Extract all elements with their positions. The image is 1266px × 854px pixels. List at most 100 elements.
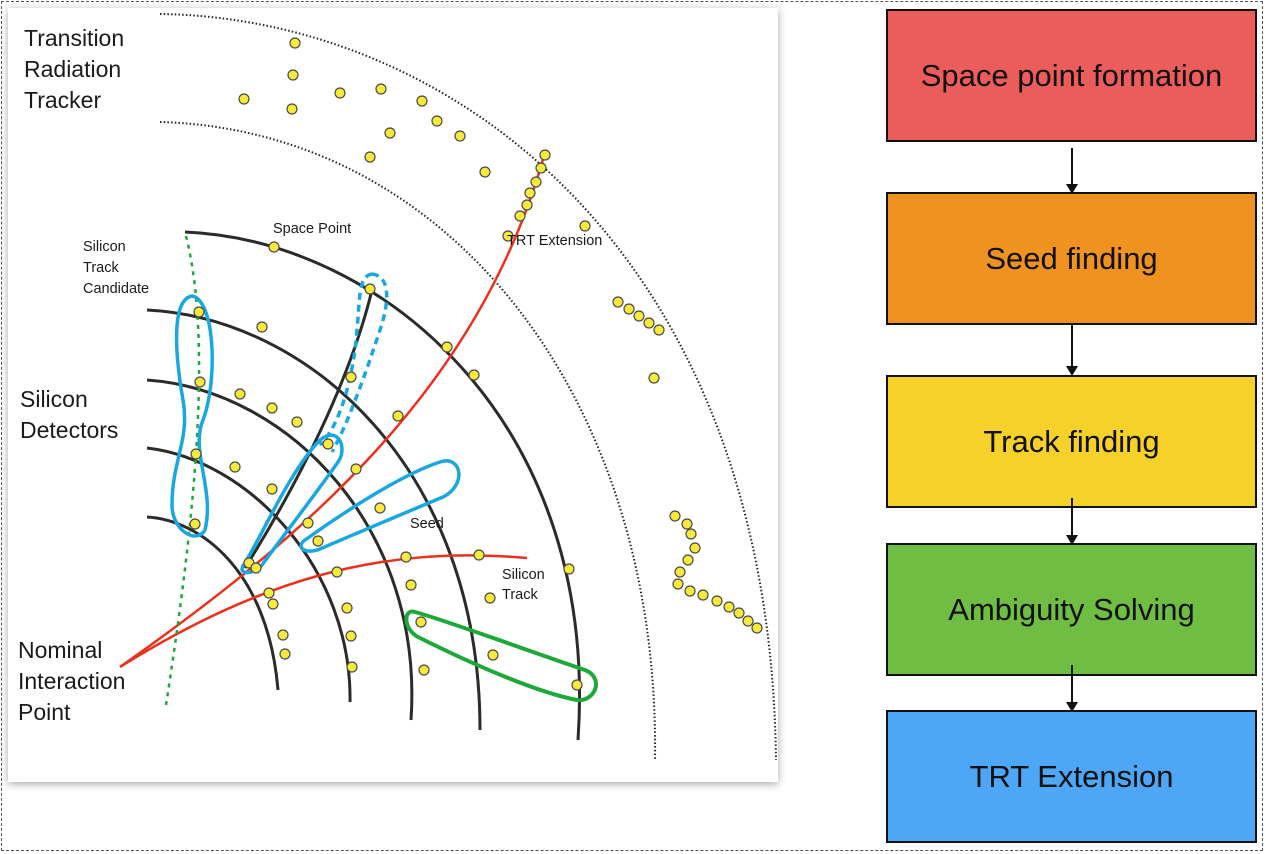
hit-marker	[291, 416, 303, 428]
candidate-outline-left	[170, 294, 214, 538]
step-label: Space point formation	[920, 57, 1223, 93]
seed-outline-right	[299, 459, 461, 553]
hit-marker	[742, 615, 754, 627]
hit-marker	[672, 578, 684, 590]
hit-marker	[289, 37, 301, 49]
arrow-2	[1066, 325, 1078, 376]
hit-marker	[331, 566, 343, 578]
hit-marker	[648, 372, 660, 384]
silicon-layer-5	[184, 230, 581, 741]
hit-marker	[623, 303, 635, 315]
hit-marker	[643, 317, 655, 329]
hit-marker	[484, 592, 496, 604]
hit-marker	[689, 542, 701, 554]
hit-marker	[234, 388, 246, 400]
silicon-track-label-line-1: Silicon	[502, 567, 545, 583]
hit-marker	[384, 127, 396, 139]
hit-marker	[653, 324, 665, 336]
tracking-diagram: Transition Radiation Tracker Silicon Det…	[18, 13, 777, 761]
hit-marker	[733, 607, 745, 619]
hit-marker	[268, 241, 280, 253]
hit-marker	[194, 376, 206, 388]
hit-marker	[405, 579, 417, 591]
hit-marker	[454, 130, 466, 142]
interaction-point-label-line-2: Interaction	[18, 668, 125, 694]
hit-marker	[468, 369, 480, 381]
silicon-layer-4	[146, 308, 482, 731]
hit-marker	[682, 554, 694, 566]
hit-marker	[479, 166, 491, 178]
hit-marker	[312, 535, 324, 547]
step-label: Seed finding	[985, 240, 1158, 276]
hit-marker	[416, 95, 428, 107]
hit-marker	[521, 199, 533, 211]
hit-marker	[579, 220, 591, 232]
hit-marker	[277, 629, 289, 641]
silicon-detectors-label-line-2: Detectors	[20, 417, 118, 443]
trt-outer-boundary	[159, 13, 777, 761]
step-track-finding: Track finding	[886, 375, 1257, 508]
interaction-point-label-line-3: Point	[18, 699, 71, 725]
candidate-label-line-3: Candidate	[83, 281, 149, 297]
hit-marker	[322, 438, 334, 450]
hit-marker	[415, 616, 427, 628]
hit-marker	[514, 210, 526, 222]
candidate-outline-green	[404, 609, 598, 703]
hit-marker	[189, 518, 201, 530]
hit-marker	[535, 162, 547, 174]
hit-marker	[238, 93, 250, 105]
hit-marker	[473, 549, 485, 561]
silicon-layer-3	[146, 378, 414, 721]
secondary-track	[119, 554, 528, 669]
hit-marker	[302, 517, 314, 529]
interaction-point-label-line-1: Nominal	[18, 637, 102, 663]
hit-marker	[684, 585, 696, 597]
hit-marker	[530, 176, 542, 188]
hit-marker	[539, 149, 551, 161]
hit-marker	[669, 510, 681, 522]
hit-marker	[364, 151, 376, 163]
hit-marker	[346, 661, 358, 673]
space-point-label: Space Point	[273, 221, 351, 237]
hit-marker	[266, 483, 278, 495]
seed-track-line	[243, 289, 374, 569]
arrow-3	[1066, 498, 1078, 545]
hit-marker	[612, 296, 624, 308]
trt-label-line-3: Tracker	[24, 87, 101, 113]
candidate-label-line-2: Track	[83, 260, 119, 276]
step-space-point-formation: Space point formation	[886, 9, 1257, 142]
hit-marker	[674, 566, 686, 578]
step-ambiguity-solving: Ambiguity Solving	[886, 543, 1257, 676]
hit-marker	[350, 463, 362, 475]
hit-marker	[697, 589, 709, 601]
hit-marker	[441, 341, 453, 353]
seed-outlines	[170, 272, 461, 575]
silicon-layers	[146, 230, 581, 741]
hit-marker	[190, 448, 202, 460]
step-trt-extension: TRT Extension	[886, 710, 1257, 843]
hit-marker	[711, 595, 723, 607]
silicon-layer-1	[146, 515, 280, 691]
step-label: Track finding	[983, 423, 1160, 459]
hit-marker	[287, 69, 299, 81]
primary-track	[119, 151, 547, 669]
silicon-detectors-label-line-1: Silicon	[20, 386, 88, 412]
candidate-label-line-1: Silicon	[83, 239, 126, 255]
trt-extension-label: TRT Extension	[507, 233, 602, 249]
hit-marker	[267, 598, 279, 610]
hit-marker	[418, 664, 430, 676]
diagram-labels: Transition Radiation Tracker Silicon Det…	[18, 25, 602, 725]
hit-marker	[502, 230, 514, 242]
hit-marker	[751, 622, 763, 634]
hit-marker	[345, 371, 357, 383]
seed-label: Seed	[410, 516, 444, 532]
hit-marker	[723, 601, 735, 613]
hit-marker	[364, 283, 376, 295]
seed-outline-upper	[330, 272, 389, 453]
hit-marker	[250, 562, 262, 574]
trt-label-line-2: Radiation	[24, 56, 121, 82]
hit-marker	[286, 103, 298, 115]
trt-boundaries	[159, 13, 777, 761]
hit-marker	[685, 528, 697, 540]
